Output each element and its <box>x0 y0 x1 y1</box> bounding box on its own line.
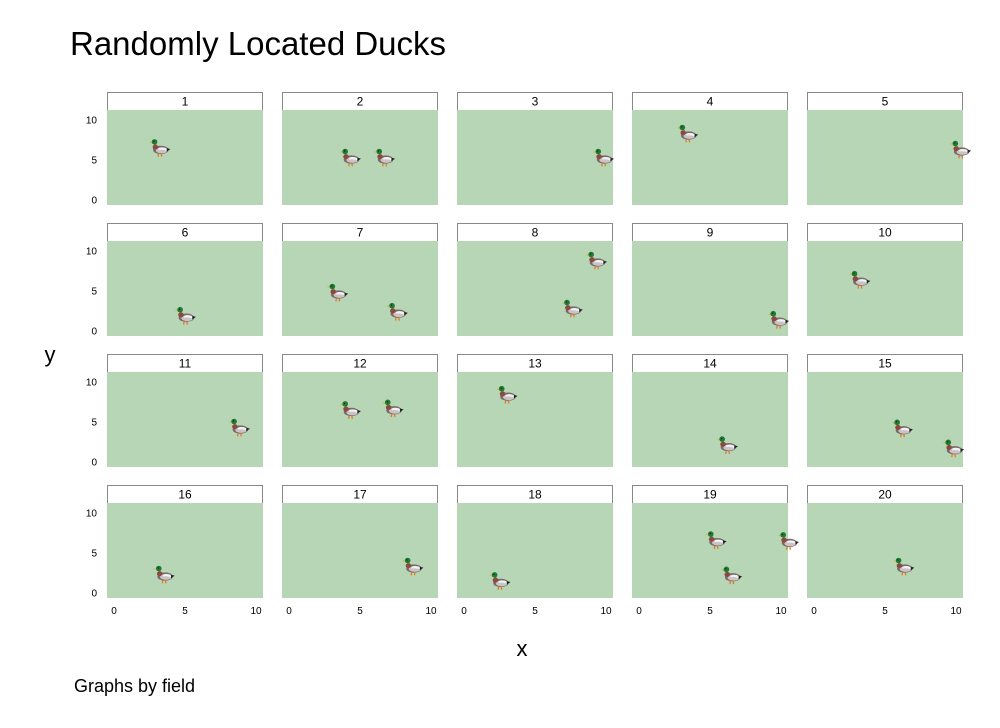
panel-plot-area <box>632 110 788 205</box>
facet-panel: 3 <box>457 92 615 205</box>
panel-plot-area <box>632 503 788 598</box>
panel-title: 2 <box>357 95 364 109</box>
y-tick-label: 5 <box>91 287 97 298</box>
x-tick-label: 10 <box>250 606 262 617</box>
panel-plot-area <box>632 372 788 467</box>
panel-title: 13 <box>528 357 542 371</box>
x-tick-label: 10 <box>775 606 787 617</box>
facet-panel: 15 <box>807 354 965 467</box>
panel-plot-area <box>632 241 788 336</box>
facet-panel: 6 0 5 10 <box>86 223 263 338</box>
panel-title: 12 <box>353 357 367 371</box>
facet-panel: 19 0 5 10 <box>632 485 800 617</box>
facet-panel: 2 <box>282 92 438 205</box>
facet-panel: 16 0 5 10 0 5 10 <box>86 485 263 617</box>
facet-panel: 11 0 5 10 <box>86 354 263 469</box>
panel-plot-area <box>282 503 438 598</box>
y-tick-label: 5 <box>91 549 97 560</box>
x-tick-label: 5 <box>182 606 188 617</box>
panel-title: 14 <box>703 357 717 371</box>
panel-plot-area <box>107 110 263 205</box>
panel-plot-area <box>807 372 963 467</box>
x-tick-label: 10 <box>600 606 612 617</box>
facet-panel: 12 <box>282 354 438 467</box>
chart-note: Graphs by field <box>74 676 196 696</box>
panel-title: 18 <box>528 488 542 502</box>
facet-panel: 10 <box>807 223 963 336</box>
y-tick-label: 0 <box>91 458 97 469</box>
panel-title: 7 <box>357 226 364 240</box>
x-axis-label: x <box>516 636 528 661</box>
facet-panel: 4 <box>632 92 788 205</box>
x-tick-label: 10 <box>950 606 962 617</box>
panel-plot-area <box>107 372 263 467</box>
panel-plot-area <box>457 110 613 205</box>
facet-panel: 5 <box>807 92 972 205</box>
y-tick-label: 5 <box>91 418 97 429</box>
panel-plot-area <box>457 372 613 467</box>
panel-title: 15 <box>878 357 892 371</box>
x-tick-label: 5 <box>707 606 713 617</box>
facet-panel: 20 0 5 10 <box>807 485 963 617</box>
panel-plot-area <box>807 241 963 336</box>
facet-panel: 14 <box>632 354 788 467</box>
x-tick-label: 0 <box>111 606 117 617</box>
panel-title: 20 <box>878 488 892 502</box>
panel-title: 10 <box>878 226 892 240</box>
panel-plot-area <box>282 241 438 336</box>
y-tick-label: 10 <box>86 247 98 258</box>
facet-panel: 9 <box>632 223 790 336</box>
y-tick-label: 0 <box>91 196 97 207</box>
x-tick-label: 5 <box>882 606 888 617</box>
panel-title: 4 <box>707 95 714 109</box>
panel-plot-area <box>282 372 438 467</box>
y-tick-label: 5 <box>91 156 97 167</box>
y-axis-label: y <box>44 342 56 367</box>
y-tick-label: 0 <box>91 589 97 600</box>
x-tick-label: 5 <box>357 606 363 617</box>
chart-title: Randomly Located Ducks <box>70 25 447 62</box>
facet-panel: 17 0 5 10 <box>282 485 438 617</box>
x-tick-label: 0 <box>286 606 292 617</box>
x-tick-label: 0 <box>636 606 642 617</box>
panel-title: 19 <box>703 488 717 502</box>
x-tick-label: 10 <box>425 606 437 617</box>
panel-plot-area <box>457 503 613 598</box>
y-tick-label: 10 <box>86 116 98 127</box>
panel-title: 11 <box>179 357 192 371</box>
facet-panel: 13 <box>457 354 613 467</box>
y-tick-label: 10 <box>86 509 98 520</box>
panel-title: 5 <box>882 95 889 109</box>
panel-title: 1 <box>182 95 189 109</box>
x-tick-label: 0 <box>811 606 817 617</box>
panel-title: 8 <box>532 226 539 240</box>
panel-plot-area <box>282 110 438 205</box>
facet-panel: 18 0 5 10 <box>457 485 613 617</box>
x-tick-label: 5 <box>532 606 538 617</box>
panel-title: 6 <box>182 226 189 240</box>
panel-title: 9 <box>707 226 714 240</box>
facet-panel: 7 <box>282 223 438 336</box>
x-tick-label: 0 <box>461 606 467 617</box>
panel-title: 3 <box>532 95 539 109</box>
panel-plot-area <box>107 503 263 598</box>
facet-panel: 8 <box>457 223 613 336</box>
panel-plot-area <box>807 110 963 205</box>
panel-title: 17 <box>353 488 367 502</box>
y-tick-label: 0 <box>91 327 97 338</box>
panel-plot-area <box>457 241 613 336</box>
panel-plot-area <box>807 503 963 598</box>
y-tick-label: 10 <box>86 378 98 389</box>
panel-title: 16 <box>178 488 192 502</box>
